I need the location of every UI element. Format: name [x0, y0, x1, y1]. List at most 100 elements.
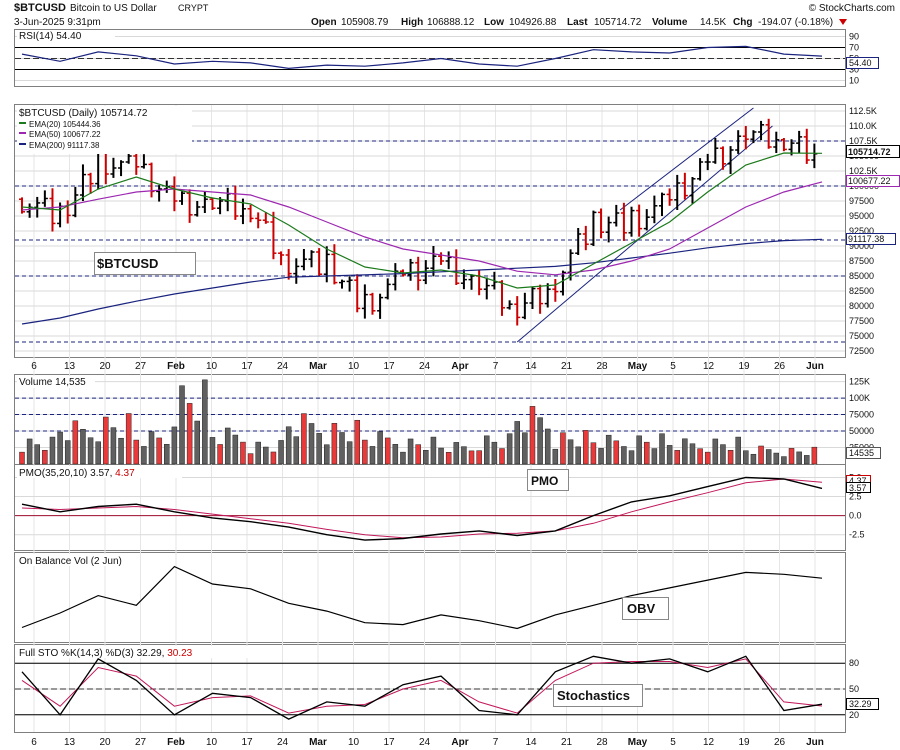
- open-label: Open: [311, 17, 337, 28]
- ohlc-bar: [300, 249, 307, 271]
- volume-title: Volume 14,535: [17, 376, 95, 388]
- x-axis-label: 24: [419, 361, 431, 372]
- y-axis-label: 107.5K: [849, 136, 878, 146]
- ohlc-bar: [308, 250, 315, 268]
- sto-title-text: Full STO %K(14,3) %D(3) 32.29,: [19, 648, 164, 659]
- volume-bar: [621, 446, 627, 465]
- y-axis-label: 82500: [849, 286, 874, 296]
- ema200-line: [21, 238, 823, 325]
- ohlc-bar: [605, 216, 612, 243]
- volume-bar: [186, 403, 193, 465]
- ohlc-bar: [79, 164, 86, 201]
- ema20-label: EMA(20) 105444.36: [29, 120, 101, 129]
- ohlc-bar: [262, 212, 269, 224]
- symbol-name: Bitcoin to US Dollar: [70, 3, 157, 14]
- sto-last-badge-text: 32.29: [849, 699, 872, 709]
- y-axis-label: 125K: [849, 377, 870, 387]
- ohlc-bar: [255, 212, 262, 229]
- chg-value: -194.07 (-0.18%): [758, 17, 833, 28]
- ema50-line: [21, 181, 823, 276]
- ohlc-bar: [506, 300, 513, 310]
- volume-title-text: Volume 14,535: [19, 377, 86, 388]
- ohlc-bar: [194, 201, 201, 217]
- x-axis-label: 21: [561, 361, 573, 372]
- x-axis-label: 5: [670, 737, 676, 748]
- volume-bar: [247, 453, 254, 465]
- y-axis-label: -2.5: [849, 530, 865, 540]
- x-axis-label: 26: [774, 737, 786, 748]
- volume-bar: [392, 444, 399, 465]
- x-axis-label: 14: [525, 361, 537, 372]
- ohlc-bar: [339, 279, 345, 289]
- x-axis-label: 7: [493, 737, 499, 748]
- volume-bar: [354, 419, 360, 465]
- ohlc-bar: [666, 188, 673, 206]
- volume-bar: [179, 385, 185, 465]
- x-axis-label: 6: [31, 737, 37, 748]
- ohlc-bar: [171, 176, 178, 212]
- pmo-line: [21, 476, 823, 541]
- x-axis-label: 12: [703, 361, 715, 372]
- ohlc-bar: [796, 130, 803, 154]
- volume-bar: [232, 434, 239, 465]
- x-axis-label: 12: [703, 737, 715, 748]
- ohlc-bar: [148, 162, 155, 198]
- low-value: 104926.88: [509, 17, 557, 28]
- volume-bar: [125, 413, 132, 465]
- volume-bar: [430, 436, 437, 465]
- x-axis-label: 13: [64, 361, 76, 372]
- volume-bar: [141, 446, 147, 465]
- volume-bar: [377, 431, 383, 465]
- x-axis-label: 24: [277, 361, 289, 372]
- y-axis-label: 10: [849, 76, 859, 86]
- ohlc-bar: [559, 270, 566, 296]
- volume-bar: [605, 434, 612, 465]
- ohlc-bar: [521, 292, 528, 320]
- rsi-title-text: RSI(14) 54.40: [19, 31, 82, 42]
- obv-annotation-text: OBV: [627, 601, 656, 616]
- rsi-title: RSI(14) 54.40: [17, 30, 115, 42]
- volume-bar: [529, 406, 536, 465]
- x-axis-label: 28: [596, 361, 608, 372]
- sto-annotation: Stochastics: [553, 684, 643, 707]
- price-last-badge-text: 105714.72: [848, 147, 891, 157]
- ohlc-bar: [201, 191, 208, 213]
- ohlc-bar: [537, 284, 544, 314]
- pmo-signal-badge-text: 4.37: [849, 476, 867, 486]
- sto-d-line: [21, 658, 823, 714]
- ohlc-bar: [415, 256, 422, 291]
- ohlc-bar: [514, 296, 521, 326]
- ohlc-bar: [110, 157, 117, 178]
- x-axis-label: 26: [774, 361, 786, 372]
- volume-bar: [544, 428, 551, 465]
- pmo-signal-text: 4.37: [115, 468, 135, 479]
- x-axis-label: 19: [738, 361, 750, 372]
- ohlc-bar: [529, 286, 536, 309]
- x-axis-label: Apr: [451, 737, 468, 748]
- volume-bar: [743, 450, 749, 465]
- ohlc-bar: [659, 192, 665, 216]
- volume-bar: [598, 448, 604, 465]
- x-axis-label: 17: [383, 737, 395, 748]
- ohlc-bar: [727, 146, 734, 174]
- ohlc-bar: [628, 206, 635, 237]
- sto-annotation-text: Stochastics: [557, 688, 630, 703]
- volume-bar: [491, 441, 498, 465]
- ohlc-bar: [765, 118, 772, 149]
- high-label: High: [401, 17, 423, 28]
- triangle-down-icon: [839, 19, 847, 25]
- volume-bar: [103, 416, 109, 465]
- obv-title: On Balance Vol (2 Jun): [17, 554, 137, 567]
- x-axis-label: 24: [277, 737, 289, 748]
- x-axis-label: Apr: [451, 361, 468, 372]
- ohlc-bar: [773, 131, 780, 153]
- x-axis-label: 6: [31, 361, 37, 372]
- x-axis-label: 28: [596, 737, 608, 748]
- volume-bar: [796, 451, 802, 465]
- btcusd-annotation: $BTCUSD: [94, 252, 196, 275]
- volume-bar: [506, 433, 513, 465]
- volume-bar: [301, 413, 307, 465]
- x-axis-label: 7: [493, 361, 499, 372]
- ohlc-bar: [468, 274, 475, 290]
